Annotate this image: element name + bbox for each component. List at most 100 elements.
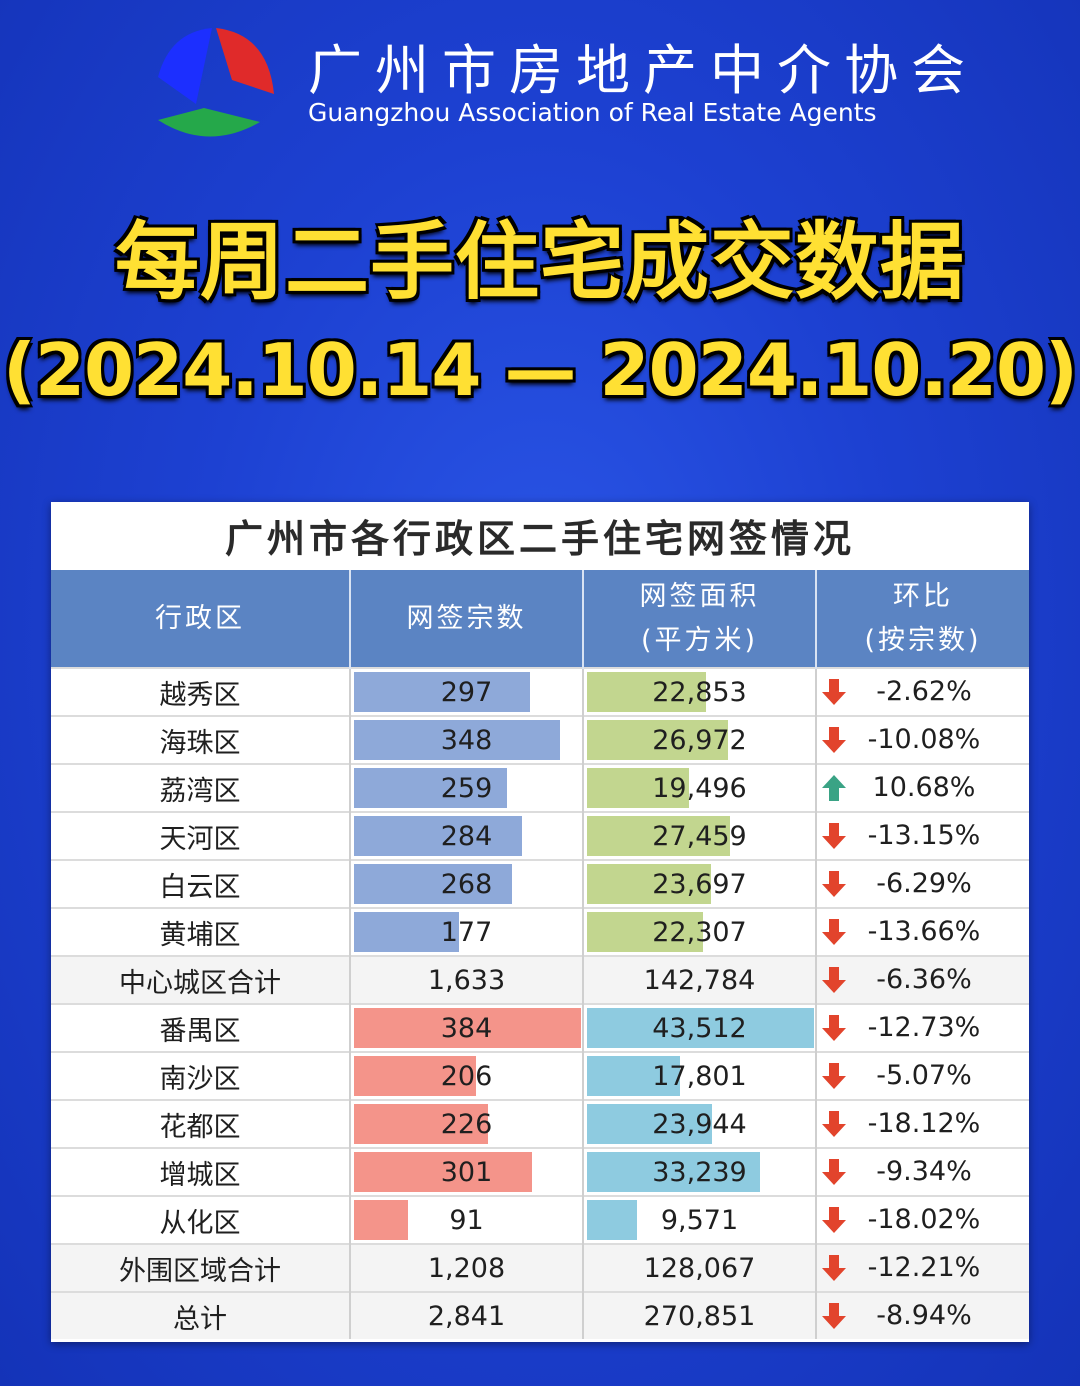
change-cell: -9.34% (816, 1147, 1029, 1196)
count-cell: 91 (350, 1195, 584, 1244)
table-row: 花都区 226 23,944 -18.12% (51, 1099, 1029, 1148)
count-cell: 301 (350, 1147, 584, 1196)
district-name: 海珠区 (51, 715, 351, 764)
table-row: 中心城区合计 1,633 142,784 -6.36% (51, 955, 1029, 1004)
arrow-down-icon (822, 1111, 846, 1137)
area-cell: 22,853 (583, 667, 817, 716)
change-cell: -6.36% (816, 955, 1029, 1004)
arrow-up-icon (822, 775, 846, 801)
change-percent: -13.15% (867, 820, 981, 851)
area-value: 270,851 (643, 1300, 756, 1332)
district-name: 中心城区合计 (51, 955, 351, 1004)
count-cell: 2,841 (350, 1291, 584, 1339)
arrow-down-icon (822, 871, 846, 897)
logo-red-segment (216, 28, 274, 94)
change-percent: -8.94% (876, 1300, 972, 1331)
count-value: 259 (440, 772, 493, 804)
district-name: 外围区域合计 (51, 1243, 351, 1292)
area-cell: 128,067 (583, 1243, 817, 1292)
count-bar (354, 912, 459, 952)
district-name: 增城区 (51, 1147, 351, 1196)
area-cell: 23,697 (583, 859, 817, 908)
change-percent: -12.21% (867, 1252, 981, 1283)
arrow-down-icon (822, 1255, 846, 1281)
date-range: (2024.10.14 — 2024.10.20) (3, 328, 1078, 412)
area-value: 22,307 (652, 916, 747, 948)
count-value: 384 (440, 1012, 493, 1044)
area-cell: 9,571 (583, 1195, 817, 1244)
table-row: 海珠区 348 26,972 -10.08% (51, 715, 1029, 764)
table-row: 增城区 301 33,239 -9.34% (51, 1147, 1029, 1196)
count-bar (354, 1152, 532, 1192)
count-value: 284 (440, 820, 493, 852)
change-percent: 10.68% (872, 772, 976, 803)
table-header-row: 行政区 网签宗数 网签面积 (平方米) 环比 (按宗数) (51, 570, 1029, 668)
table-row: 南沙区 206 17,801 -5.07% (51, 1051, 1029, 1100)
area-value: 33,239 (652, 1156, 747, 1188)
area-bar (587, 912, 703, 952)
change-cell: -12.21% (816, 1243, 1029, 1292)
change-percent: -10.08% (867, 724, 981, 755)
count-bar (354, 720, 560, 760)
count-bar (354, 864, 512, 904)
area-value: 22,853 (652, 676, 747, 708)
count-cell: 226 (350, 1099, 584, 1148)
area-value: 17,801 (652, 1060, 747, 1092)
table-row: 从化区 91 9,571 -18.02% (51, 1195, 1029, 1244)
arrow-down-icon (822, 679, 846, 705)
area-bar (587, 816, 730, 856)
district-name: 从化区 (51, 1195, 351, 1244)
table-row: 越秀区 297 22,853 -2.62% (51, 667, 1029, 716)
area-value: 9,571 (660, 1204, 739, 1236)
count-cell: 206 (350, 1051, 584, 1100)
table-body: 越秀区 297 22,853 -2.62% 海珠区 348 26,972 -10.08% 荔湾区… (51, 667, 1029, 1339)
count-cell: 177 (350, 907, 584, 956)
count-value: 91 (449, 1204, 484, 1236)
change-cell: -13.15% (816, 811, 1029, 860)
arrow-down-icon (822, 727, 846, 753)
change-percent: -6.29% (876, 868, 972, 899)
count-value: 301 (440, 1156, 493, 1188)
area-cell: 22,307 (583, 907, 817, 956)
area-bar (587, 672, 706, 712)
area-value: 142,784 (643, 964, 756, 996)
change-percent: -5.07% (876, 1060, 972, 1091)
arrow-down-icon (822, 1207, 846, 1233)
arrow-down-icon (822, 1303, 846, 1329)
association-logo (158, 28, 274, 137)
area-bar (587, 720, 728, 760)
change-cell: -18.02% (816, 1195, 1029, 1244)
logo-green-segment (158, 108, 260, 137)
area-bar (587, 1200, 637, 1240)
area-bar (587, 1152, 760, 1192)
change-cell: -12.73% (816, 1003, 1029, 1052)
arrow-down-icon (822, 919, 846, 945)
district-name: 荔湾区 (51, 763, 351, 812)
count-bar (354, 672, 530, 712)
change-percent: -9.34% (876, 1156, 972, 1187)
change-percent: -18.02% (867, 1204, 981, 1235)
district-name: 越秀区 (51, 667, 351, 716)
change-percent: -6.36% (876, 964, 972, 995)
area-cell: 142,784 (583, 955, 817, 1004)
area-value: 26,972 (652, 724, 747, 756)
change-cell: -10.08% (816, 715, 1029, 764)
table-row: 天河区 284 27,459 -13.15% (51, 811, 1029, 860)
table-row: 黄埔区 177 22,307 -13.66% (51, 907, 1029, 956)
header-change: 环比 (按宗数) (816, 570, 1029, 668)
area-value: 128,067 (643, 1252, 756, 1284)
organization-name-cn: 广州市房地产中介协会 (308, 39, 978, 102)
count-value: 268 (440, 868, 493, 900)
arrow-down-icon (822, 967, 846, 993)
district-name: 总计 (51, 1291, 351, 1339)
count-bar (354, 768, 507, 808)
table-row: 番禺区 384 43,512 -12.73% (51, 1003, 1029, 1052)
count-cell: 348 (350, 715, 584, 764)
change-cell: -5.07% (816, 1051, 1029, 1100)
district-name: 南沙区 (51, 1051, 351, 1100)
count-cell: 259 (350, 763, 584, 812)
count-value: 226 (440, 1108, 493, 1140)
count-bar (354, 816, 522, 856)
arrow-down-icon (822, 1015, 846, 1041)
area-cell: 27,459 (583, 811, 817, 860)
